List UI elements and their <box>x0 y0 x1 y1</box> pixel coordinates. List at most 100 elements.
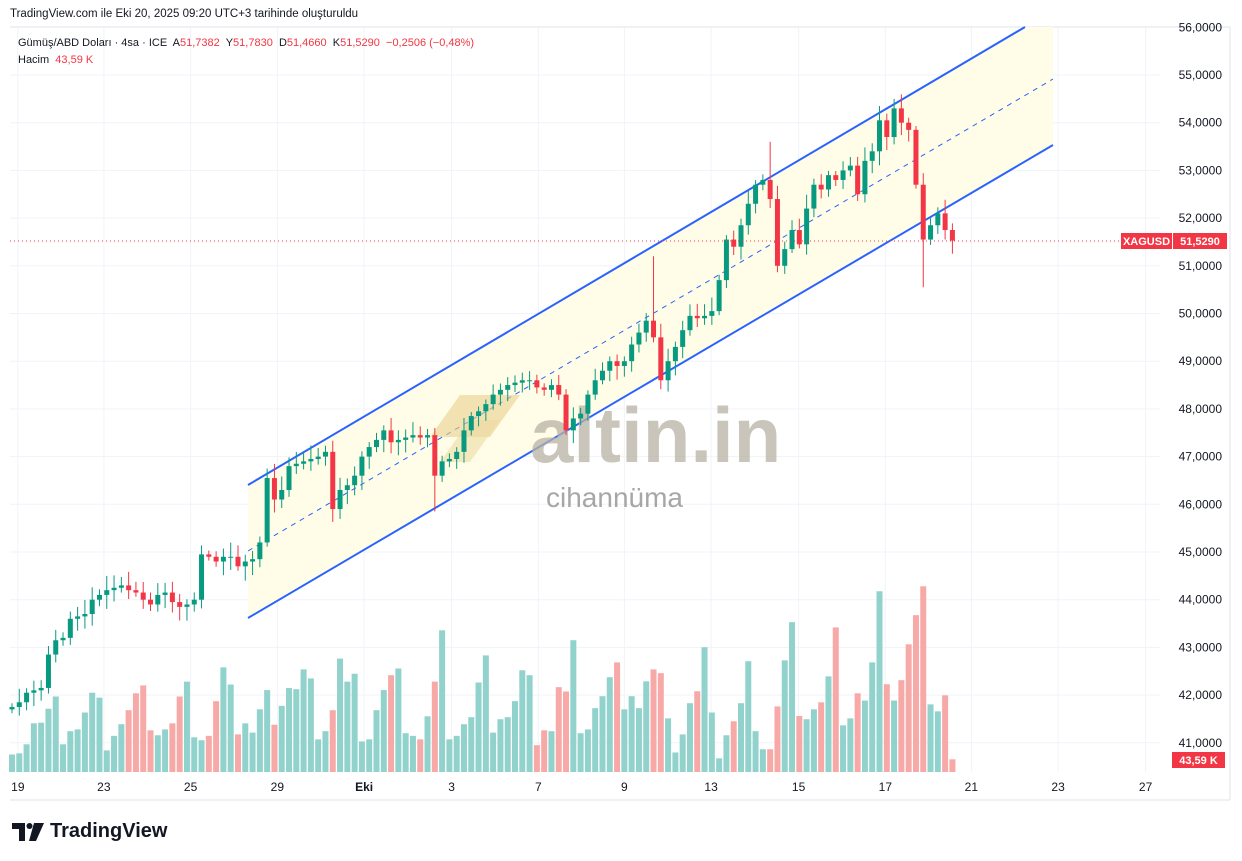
candle-body <box>687 315 693 331</box>
x-tick-label: 3 <box>448 780 455 794</box>
volume-bar <box>395 668 402 772</box>
candle-body <box>75 616 81 619</box>
symbol-tag: XAGUSD <box>1123 236 1170 248</box>
volume-bar <box>468 717 475 772</box>
volume-bar <box>934 711 941 772</box>
volume-bar <box>16 753 23 772</box>
volume-tag: 43,59 K <box>1172 752 1225 768</box>
volume-bar <box>504 717 511 772</box>
candle-body <box>607 361 613 371</box>
volume-bar <box>81 712 88 772</box>
candle-body <box>898 108 904 123</box>
candle-body <box>228 556 234 558</box>
candle-body <box>235 556 241 567</box>
candle-body <box>271 478 277 500</box>
volume-bar <box>570 640 577 772</box>
altin-logo-icon <box>430 395 520 462</box>
parallel-channel[interactable] <box>247 26 1054 619</box>
volume-bar <box>650 669 657 772</box>
volume-bar <box>446 739 453 772</box>
volume-bar <box>912 615 919 772</box>
symbol-title[interactable]: Gümüş/ABD Doları · 4sa · ICE <box>18 37 168 49</box>
volume-bar <box>621 709 628 772</box>
volume-bar <box>628 696 635 772</box>
volume-bar <box>307 678 314 772</box>
candle-body <box>636 332 642 345</box>
volume-bar <box>723 735 730 772</box>
y-tick-label: 51,0000 <box>1179 259 1223 273</box>
candle-body <box>592 380 598 395</box>
x-tick-label: 7 <box>535 780 542 794</box>
volume-bar <box>125 710 132 772</box>
volume-bar <box>774 706 781 772</box>
volume-bar <box>861 700 868 772</box>
volume-bar <box>781 660 788 772</box>
candle-body <box>308 458 314 462</box>
candle-body <box>563 394 569 431</box>
candle-body <box>191 599 197 605</box>
tradingview-logo-icon <box>12 822 44 841</box>
candle-body <box>220 556 226 562</box>
candle-body <box>585 394 591 414</box>
candle-body <box>111 587 117 591</box>
candle-body <box>548 385 554 390</box>
symbol-tag-bg <box>1121 233 1172 249</box>
candle-body <box>257 542 263 560</box>
candle-body <box>468 416 474 431</box>
volume-bar <box>854 693 861 772</box>
candle-body <box>658 337 664 381</box>
candle-body <box>621 361 627 366</box>
open-value: 51,7382 <box>180 37 220 49</box>
candle-body <box>417 435 423 438</box>
candle-body <box>884 120 890 138</box>
candle-body <box>476 411 482 417</box>
volume-bar <box>234 734 241 772</box>
candle-body <box>169 592 175 603</box>
candle-body <box>731 239 737 247</box>
candle-body <box>133 590 139 593</box>
candle-body <box>359 456 365 476</box>
volume-bar <box>686 703 693 772</box>
volume-bar <box>789 622 796 772</box>
volume-bar <box>388 675 395 772</box>
x-tick-label: 17 <box>879 780 893 794</box>
volume-bar <box>242 723 249 772</box>
volume-bar <box>431 681 438 772</box>
channel-upper-line[interactable] <box>247 26 1026 486</box>
candle-body <box>913 129 919 185</box>
x-tick-label: 27 <box>1139 780 1153 794</box>
volume-bar <box>96 697 103 772</box>
volume-bar <box>563 691 570 772</box>
volume-bar <box>337 658 344 772</box>
y-tick-label: 42,0000 <box>1179 688 1223 702</box>
candle-body <box>935 213 941 226</box>
volume-bar <box>541 730 548 772</box>
volume-bar <box>23 744 30 772</box>
candle-body <box>410 435 416 438</box>
volume-bar <box>614 662 621 772</box>
x-tick-label: 19 <box>11 780 25 794</box>
x-tick-label: 25 <box>184 780 198 794</box>
ohlc-row: Gümüş/ABD Doları · 4sa · ICE A51,7382 Y5… <box>18 35 474 52</box>
candle-body <box>96 594 102 600</box>
tradingview-logo[interactable]: TradingView <box>12 820 167 843</box>
volume-bar <box>548 731 555 772</box>
volume-bar <box>876 591 883 772</box>
volume-bar <box>526 675 533 772</box>
candle-body <box>67 618 73 638</box>
candle-body <box>337 489 343 510</box>
candle-body <box>461 430 467 452</box>
channel-lower-line[interactable] <box>247 144 1054 619</box>
x-tick-label: 15 <box>792 780 806 794</box>
volume-bar <box>140 685 147 772</box>
price-axis[interactable]: 56,0000 55,0000 54,0000 53,0000 52,0000 51,00… <box>1179 20 1223 750</box>
volume-bar <box>606 677 613 772</box>
candle-body <box>82 614 88 617</box>
candle-body <box>789 230 795 250</box>
time-axis[interactable]: 19 23 25 29 Eki 3 7 9 13 15 17 21 23 27 <box>11 780 1152 794</box>
candle-body <box>906 122 912 130</box>
watermark-subtext: cihannüma <box>546 482 683 513</box>
change-value: −0,2506 (−0,48%) <box>386 37 475 49</box>
volume-bar <box>490 732 497 772</box>
